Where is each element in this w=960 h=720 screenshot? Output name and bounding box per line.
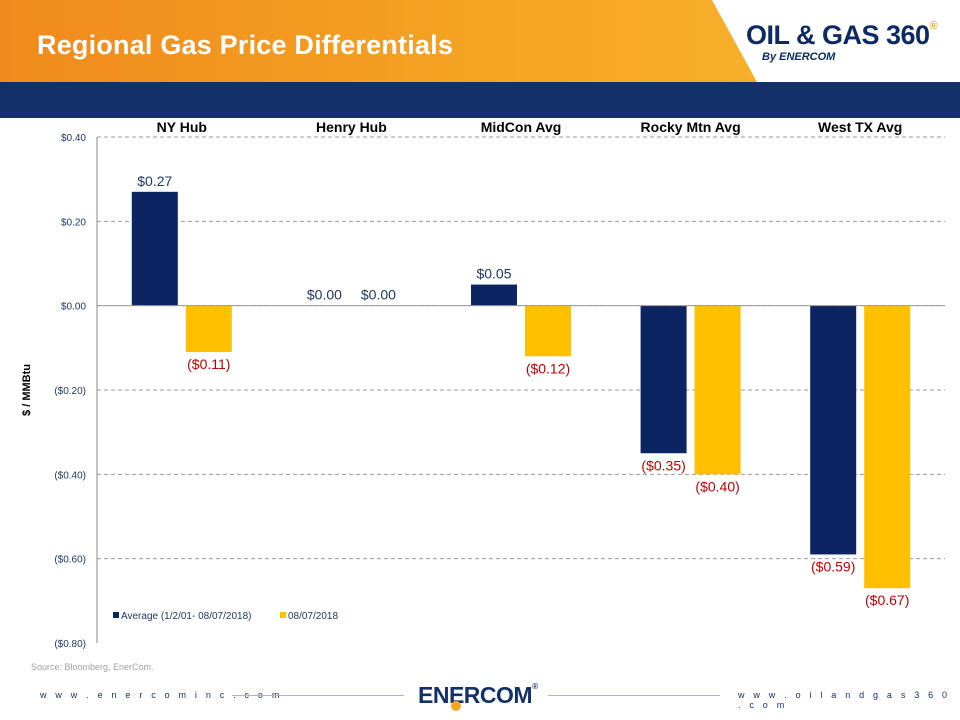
data-label: ($0.11) [187, 356, 230, 372]
y-tick-label: $0.00 [61, 302, 86, 313]
data-label: $0.00 [361, 287, 396, 303]
bar [131, 191, 178, 306]
bar [694, 305, 741, 475]
y-tick-label: ($0.20) [54, 386, 86, 397]
data-label: ($0.35) [641, 457, 685, 473]
data-label: $0.27 [137, 173, 172, 189]
data-label: $0.00 [307, 287, 342, 303]
source-note: Source: Bloomberg, EnerCom. [31, 662, 154, 672]
legend-entry: Average (1/2/01- 08/07/2018) [121, 611, 251, 622]
footer-logo-text: ENERCOM [418, 682, 533, 708]
banner-white-shape [712, 0, 960, 82]
category-label: NY Hub [157, 119, 207, 135]
bar [185, 305, 232, 353]
category-label: Henry Hub [316, 119, 387, 135]
footer-line-right [548, 695, 720, 696]
data-label: ($0.40) [695, 478, 739, 494]
slide-title: Regional Gas Price Differentials [37, 30, 454, 60]
category-label: Rocky Mtn Avg [641, 119, 741, 135]
data-label: ($0.59) [811, 558, 855, 574]
bar [864, 305, 911, 589]
legend-swatch [280, 612, 286, 618]
footer-link-oilandgas360[interactable]: w w w . o i l a n d g a s 3 6 0 . c o m [738, 690, 951, 710]
logo-registered-mark: ® [929, 20, 938, 32]
y-tick-label: ($0.80) [54, 639, 86, 650]
bar [471, 284, 517, 306]
bar [810, 305, 857, 555]
footer-link-enercominc[interactable]: w w w . e n e r c o m i n c . c o m [40, 690, 283, 700]
bar [640, 305, 687, 454]
legend-entry: 08/07/2018 [288, 611, 338, 622]
y-tick-label: ($0.60) [54, 555, 86, 566]
gas-price-chart: $0.40 $0.20 $0.00 ($0.20) ($0.40) ($0.60) ($0.… [21, 119, 945, 650]
navy-divider-bar [0, 82, 960, 118]
y-tick-label: ($0.40) [54, 470, 86, 481]
title-banner: Regional Gas Price Differentials OIL & G… [0, 0, 960, 82]
data-label: ($0.12) [526, 360, 570, 376]
bar [525, 305, 571, 357]
footer-line-left [232, 695, 404, 696]
category-label: MidCon Avg [481, 119, 562, 135]
data-label: $0.05 [476, 266, 511, 282]
y-axis-label: $ / MMBtu [21, 364, 33, 416]
y-tick-label: $0.40 [61, 133, 86, 144]
logo-subtitle: By ENERCOM [762, 51, 836, 63]
footer-enercom-logo: ENERCOM® [418, 682, 538, 709]
sun-icon [451, 701, 461, 711]
oil-gas-360-logo: OIL & GAS 360® By ENERCOM [746, 20, 956, 63]
legend-swatch [113, 612, 119, 618]
logo-name: OIL & GAS 360 [746, 20, 930, 50]
logo-main-text: OIL & GAS 360® [746, 20, 938, 50]
footer-logo-registered: ® [532, 682, 538, 691]
data-label: ($0.67) [865, 592, 909, 608]
category-label: West TX Avg [818, 119, 902, 135]
y-tick-label: $0.20 [61, 217, 86, 228]
